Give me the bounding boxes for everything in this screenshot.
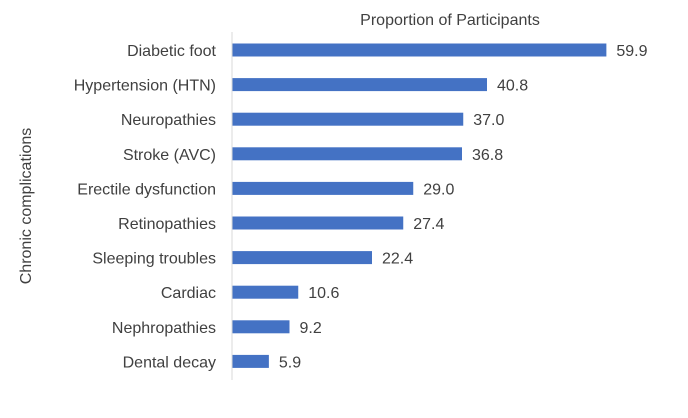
category-label: Stroke (AVC) (123, 147, 216, 164)
bar (232, 285, 299, 299)
bar (232, 354, 269, 368)
data-label: 37.0 (473, 112, 504, 129)
category-label: Retinopathies (118, 216, 216, 233)
data-label: 9.2 (300, 320, 322, 337)
category-label: Dental decay (123, 354, 216, 371)
bar (232, 147, 462, 161)
category-label: Hypertension (HTN) (74, 78, 216, 95)
bar (232, 78, 487, 92)
category-label: Neuropathies (121, 112, 216, 129)
category-labels: Diabetic foot Hypertension (HTN) Neuropath… (74, 43, 217, 371)
y-axis-title: Chronic complications (18, 128, 35, 285)
bar (232, 181, 414, 195)
data-label: 10.6 (308, 285, 339, 302)
data-label: 27.4 (413, 216, 444, 233)
data-labels: 59.9 40.8 37.0 36.8 29.0 27.4 22.4 10.6 9.2 5.9 (279, 43, 648, 371)
category-label: Nephropathies (112, 320, 216, 337)
data-label: 5.9 (279, 354, 301, 371)
data-label: 22.4 (382, 251, 413, 268)
chart-title: Proportion of Participants (360, 12, 540, 29)
bar (232, 43, 607, 57)
data-label: 36.8 (472, 147, 503, 164)
data-label: 40.8 (497, 78, 528, 95)
bar (232, 251, 372, 265)
category-label: Sleeping troubles (92, 251, 216, 268)
data-label: 59.9 (616, 43, 647, 60)
data-label: 29.0 (423, 181, 454, 198)
bar (232, 216, 404, 230)
category-label: Diabetic foot (127, 43, 216, 60)
bars (232, 43, 607, 368)
category-label: Cardiac (161, 285, 216, 302)
bar (232, 320, 290, 334)
bar (232, 112, 464, 126)
category-label: Erectile dysfunction (77, 181, 216, 198)
